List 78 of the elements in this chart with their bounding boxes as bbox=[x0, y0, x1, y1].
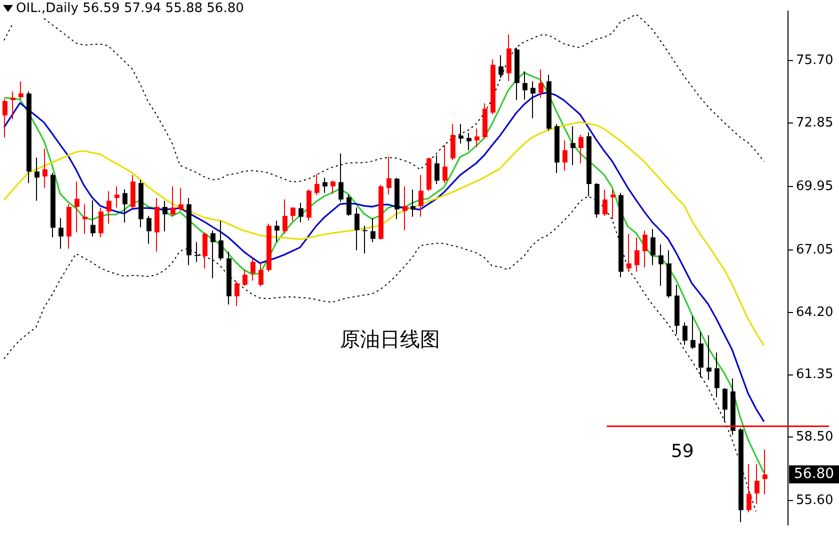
candlestick bbox=[258, 261, 264, 287]
candlestick bbox=[146, 215, 152, 244]
candlestick bbox=[418, 174, 424, 218]
y-tick-label: 69.95 bbox=[796, 178, 834, 194]
candlestick bbox=[602, 189, 608, 216]
y-tick-label: 55.60 bbox=[796, 493, 834, 508]
candlestick bbox=[218, 220, 224, 261]
candlestick bbox=[234, 281, 240, 307]
candlestick bbox=[522, 70, 528, 100]
candlestick bbox=[474, 128, 480, 148]
candlestick bbox=[746, 464, 752, 513]
candlestick bbox=[34, 157, 40, 202]
y-tick-label: 61.35 bbox=[796, 367, 834, 382]
candlestick bbox=[690, 315, 696, 350]
candlestick bbox=[90, 200, 96, 237]
candlestick bbox=[250, 258, 256, 281]
candlestick bbox=[634, 236, 640, 272]
candlestick bbox=[410, 189, 416, 218]
candlestick bbox=[658, 244, 664, 286]
candlestick bbox=[106, 190, 112, 224]
candlestick bbox=[682, 322, 688, 346]
candlestick bbox=[98, 207, 104, 238]
candlestick bbox=[530, 80, 536, 119]
candlestick bbox=[362, 225, 368, 254]
candlestick bbox=[370, 218, 376, 243]
candlestick bbox=[458, 123, 464, 144]
candlestick bbox=[178, 187, 184, 212]
candlestick bbox=[714, 352, 720, 398]
y-tick-label: 64.20 bbox=[796, 304, 834, 320]
candlestick bbox=[322, 177, 328, 194]
chart-subtitle: OIL.,Daily 56.59 57.94 55.88 56.80 bbox=[16, 0, 244, 17]
candlestick bbox=[762, 448, 768, 496]
candlestick bbox=[754, 464, 760, 504]
candlestick bbox=[58, 218, 64, 250]
ref-line-label: 59 bbox=[670, 440, 694, 462]
candlestick bbox=[162, 200, 168, 232]
candlestick bbox=[210, 230, 216, 279]
candlestick bbox=[442, 144, 448, 184]
candlestick bbox=[562, 140, 568, 172]
candlestick bbox=[18, 80, 24, 100]
candlestick bbox=[650, 228, 656, 266]
candlestick bbox=[74, 181, 80, 233]
candlestick bbox=[642, 230, 648, 268]
candlestick bbox=[706, 334, 712, 380]
y-tick-label: 67.05 bbox=[796, 242, 834, 258]
candlestick bbox=[298, 202, 304, 223]
candlestick bbox=[290, 206, 296, 222]
candlestick bbox=[242, 269, 248, 286]
text: 原油日线图 bbox=[339, 326, 441, 353]
candlestick bbox=[466, 132, 472, 151]
candlestick bbox=[722, 388, 728, 422]
candlestick bbox=[274, 220, 280, 243]
candlestick bbox=[498, 54, 504, 78]
candlestick bbox=[194, 242, 200, 262]
candlestick bbox=[354, 207, 360, 251]
candlestick bbox=[42, 148, 48, 188]
candlestick bbox=[114, 186, 120, 208]
candlestick bbox=[282, 198, 288, 234]
candlestick bbox=[330, 180, 336, 195]
candlestick bbox=[122, 188, 128, 223]
candlestick bbox=[386, 156, 392, 196]
candlestick bbox=[570, 126, 576, 166]
candlestick bbox=[626, 233, 632, 272]
y-tick-label: 75.70 bbox=[796, 53, 834, 68]
candlestick bbox=[538, 68, 544, 98]
candlestick bbox=[402, 186, 408, 231]
text: 56.80 bbox=[794, 466, 834, 482]
candlestick bbox=[10, 90, 16, 120]
y-tick-label: 58.50 bbox=[796, 430, 834, 445]
candlestick bbox=[610, 189, 616, 220]
candlestick bbox=[450, 123, 456, 161]
candlestick bbox=[578, 134, 584, 164]
y-tick-label: 72.85 bbox=[796, 115, 834, 130]
candlestick bbox=[314, 174, 320, 196]
candlestick bbox=[170, 186, 176, 216]
candlestick bbox=[2, 98, 8, 138]
candlestick bbox=[202, 232, 208, 269]
candlestick bbox=[346, 194, 352, 216]
